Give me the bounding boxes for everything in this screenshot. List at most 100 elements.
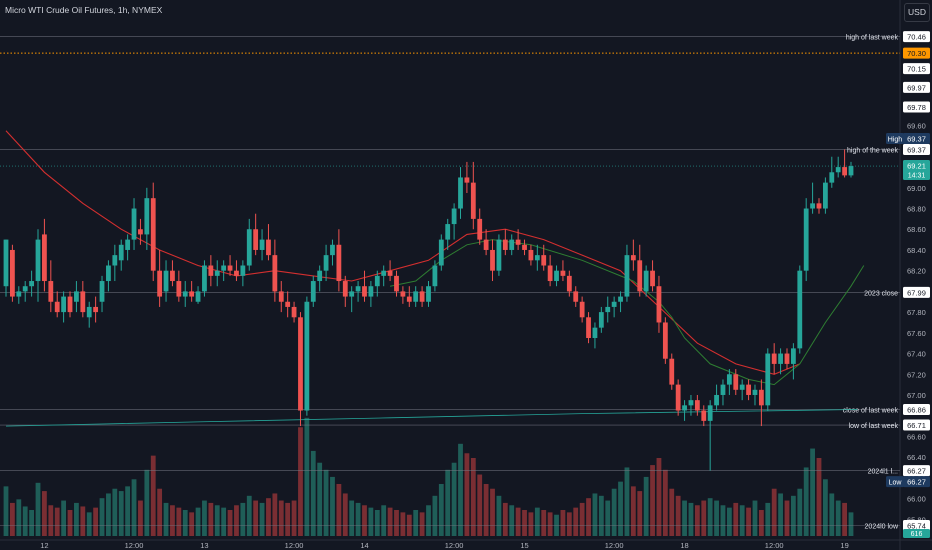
candle-body [784,353,790,364]
volume-bar [125,486,131,536]
candle-body [624,255,630,297]
volume-bar [797,488,803,536]
volume-badge-bg [903,529,930,538]
candle-body [477,218,483,240]
candle-body [54,301,60,313]
candle-body [253,229,259,250]
candle-body [3,239,9,287]
price-tick-label: 67.80 [907,308,926,317]
time-tick-label: 18 [680,541,688,550]
volume-bar [816,458,822,536]
volume-bar [784,500,790,536]
volume-bar [298,427,303,536]
volume-bar [163,502,169,536]
candle-body [579,301,585,318]
candle-body [35,239,41,282]
price-axis[interactable]: 69.60 69.00 68.80 68.60 68.40 68.20 67.80 67.60… [886,31,930,538]
candle-body [573,291,579,302]
volume-bar [618,481,623,536]
volume-bar [822,479,828,536]
currency-button[interactable]: USD [904,3,930,22]
volume-bar [227,510,233,536]
level-badge: 66.86 [907,405,926,414]
volume-bar [771,488,777,536]
volume-bar [22,506,28,536]
volume-bar [214,505,220,536]
volume-bar [93,507,99,536]
candle-body [189,291,195,297]
last-price-countdown: 14:31 [908,173,926,180]
candle-body [310,281,316,302]
time-tick-label: 15 [520,541,528,550]
volume-bar [445,469,451,536]
volume-bar [701,500,707,536]
price-tick-label: 69.60 [907,122,926,131]
volume-bar [234,505,239,536]
candle-body [541,255,547,266]
volume-bar [675,495,681,536]
volume-bar [739,505,745,536]
candle-body [515,239,521,245]
candle-body [330,244,335,256]
candle-body [362,286,367,297]
volume-bar [534,507,540,536]
level-badge-bg [903,143,930,155]
volume-bar [688,502,694,536]
volume-bar [61,500,67,536]
time-tick-label: 12:00 [445,541,464,550]
candle-body [381,270,387,276]
volume-bar [310,450,316,536]
ma-green-short-line [390,239,865,386]
volume-bar [150,455,156,536]
candle-body [797,270,803,349]
candle-body [48,281,54,302]
candle-body [426,286,431,302]
volume-bar [182,510,188,536]
candle-body [323,255,329,271]
candle-body [848,166,854,176]
candle-body [394,275,399,292]
level-label: low of last week [849,423,899,430]
candle-body [810,203,815,209]
candle-body [400,291,406,297]
low-marker-label: Low [889,480,903,487]
candle-body [605,306,611,313]
volume-bar [842,502,847,536]
candle-body [221,265,227,271]
volume-bar [259,502,265,536]
candle-body [483,239,489,250]
candle-body [157,270,163,297]
candle-body [464,177,470,183]
candle-body [726,374,732,385]
candle-body [125,239,131,250]
candles [3,149,854,471]
alert-badge-bg [903,47,930,59]
volume-bar [790,495,796,536]
candle-body [61,296,67,313]
time-axis[interactable]: 12 12:00 13 12:00 14 12:00 15 12:00 18 12:00 19 [40,541,849,550]
candle-body [304,301,310,411]
candle-body [618,296,623,302]
level-lines: high of last week high of the week 2023 cl… [0,35,900,530]
time-tick-label: 12:00 [605,541,624,550]
candle-body [419,291,425,302]
candle-body [835,167,841,173]
candle-body [349,291,355,297]
level-label: close of last week [843,407,899,414]
candle-body [413,291,419,302]
level-label: 2024l0 low [865,523,899,530]
volume-bar [48,505,54,536]
candle-body [176,281,182,297]
candle-body [202,265,207,292]
volume-bar [99,498,105,536]
candle-body [246,229,252,266]
volume-bar [662,469,668,536]
volume-bar [176,507,182,536]
volume-bar [483,484,489,536]
volume-bar [67,510,73,536]
volume-bar [3,486,9,536]
candle-body [86,306,92,318]
volume-bar [746,507,751,536]
volume-bar [470,458,476,536]
